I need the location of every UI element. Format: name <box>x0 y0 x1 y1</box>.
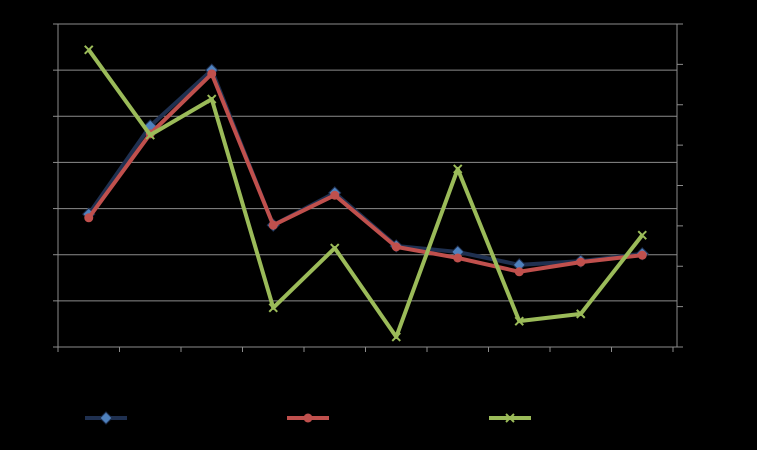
marker <box>207 94 217 104</box>
marker <box>268 220 278 230</box>
marker <box>514 267 524 277</box>
series <box>84 69 647 277</box>
marker <box>84 213 94 223</box>
marker <box>268 303 278 313</box>
marker <box>330 190 340 200</box>
marker <box>637 230 647 240</box>
marker <box>514 316 524 326</box>
series-line <box>87 48 644 339</box>
marker <box>330 243 340 253</box>
marker <box>84 45 94 55</box>
marker <box>99 411 113 425</box>
marker <box>391 332 401 342</box>
marker <box>453 164 463 174</box>
marker <box>207 69 217 79</box>
series-line <box>87 71 643 274</box>
series <box>84 45 647 342</box>
marker <box>145 130 155 140</box>
series-line <box>87 68 643 267</box>
marker <box>576 257 586 267</box>
marker <box>453 253 463 263</box>
marker <box>303 413 313 423</box>
series <box>82 63 649 272</box>
marker <box>576 309 586 319</box>
marker <box>637 250 647 260</box>
marker <box>505 413 515 423</box>
marker <box>391 242 401 252</box>
